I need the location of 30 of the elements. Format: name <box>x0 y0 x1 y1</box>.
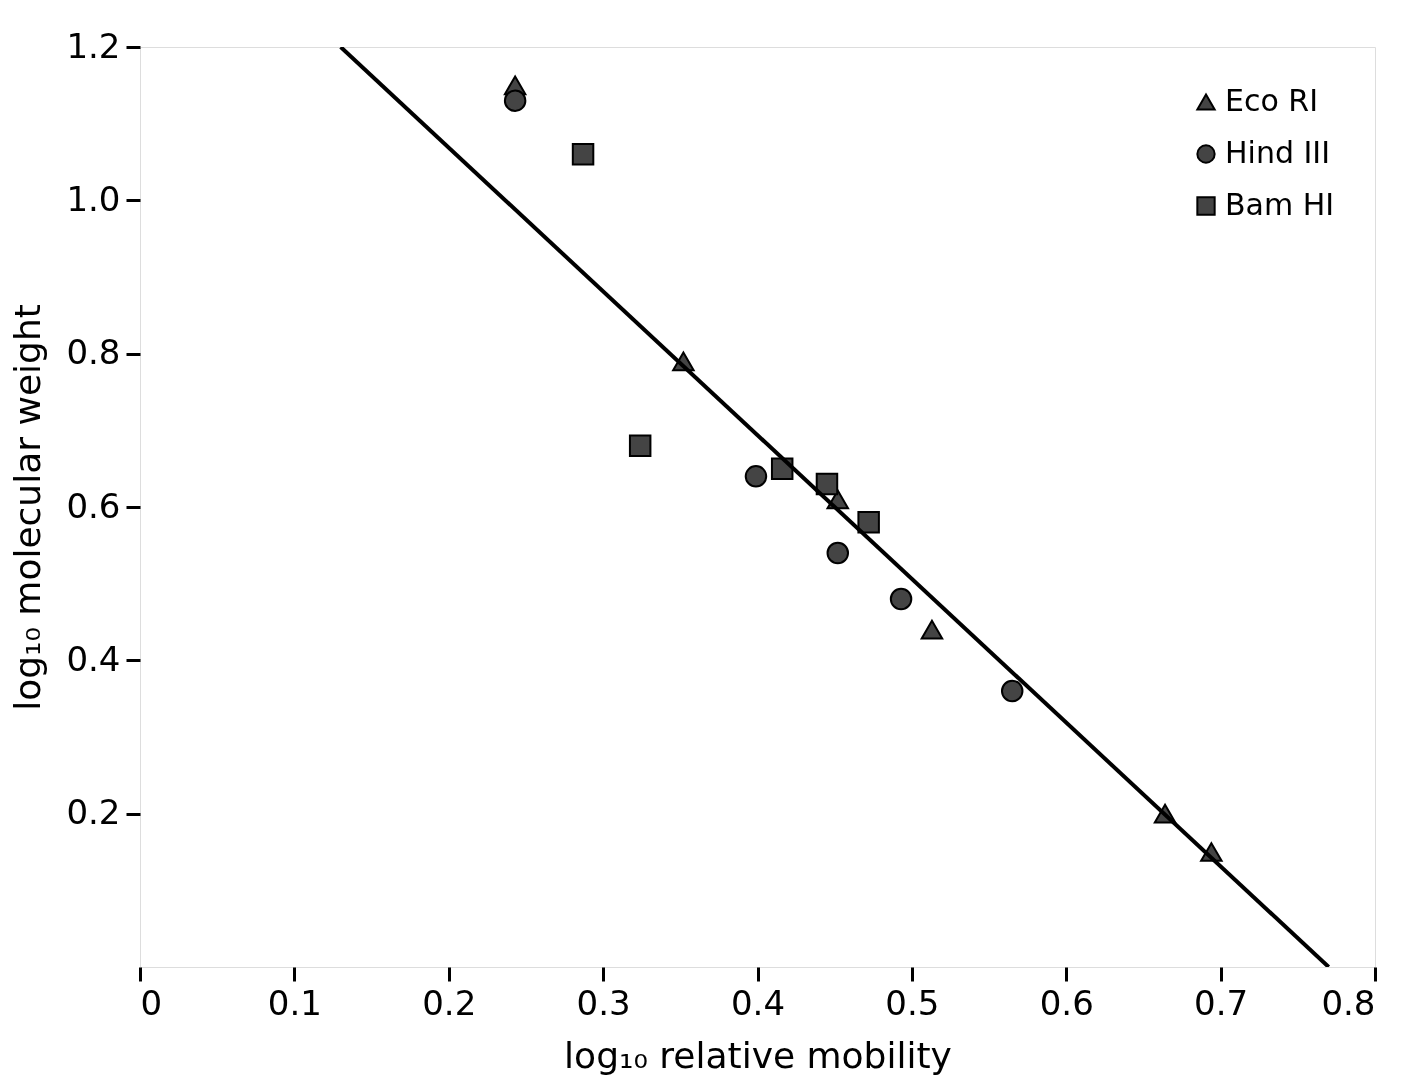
point <box>571 143 595 166</box>
y-tick-label: 0.2 <box>66 792 121 833</box>
x-tick-label: 0.5 <box>885 982 940 1023</box>
x-tick-label: 0.3 <box>576 982 631 1023</box>
x-tick-label: 0.2 <box>422 982 477 1023</box>
point <box>857 511 880 534</box>
point <box>1000 679 1024 703</box>
point <box>815 472 839 496</box>
y-axis-title: log₁₀ molecular weight <box>7 304 49 711</box>
x-tick-label: 0 <box>140 982 163 1023</box>
legend-label: Hind III <box>1225 135 1331 170</box>
y-tick-label: 0.4 <box>66 638 121 679</box>
y-tick-label: 1.2 <box>66 25 121 66</box>
x-tick-label: 0.1 <box>267 982 322 1023</box>
y-tick-label: 0.8 <box>66 332 121 373</box>
x-tick-label: 0.6 <box>1039 982 1094 1023</box>
y-tick-label: 0.6 <box>66 485 121 526</box>
point <box>889 587 913 611</box>
legend-label: Bam HI <box>1225 187 1335 222</box>
point <box>920 619 944 640</box>
x-tick-label: 0.8 <box>1321 982 1376 1023</box>
point <box>744 465 768 488</box>
point <box>628 434 652 457</box>
x-tick-label: 0.4 <box>730 982 786 1023</box>
point <box>503 89 527 112</box>
x-tick-label: 0.7 <box>1194 982 1249 1023</box>
x-axis-title: log₁₀ relative mobility <box>564 1034 952 1076</box>
point <box>826 541 850 565</box>
legend-label: Eco RI <box>1225 83 1319 118</box>
y-tick-label: 1.0 <box>66 178 121 219</box>
